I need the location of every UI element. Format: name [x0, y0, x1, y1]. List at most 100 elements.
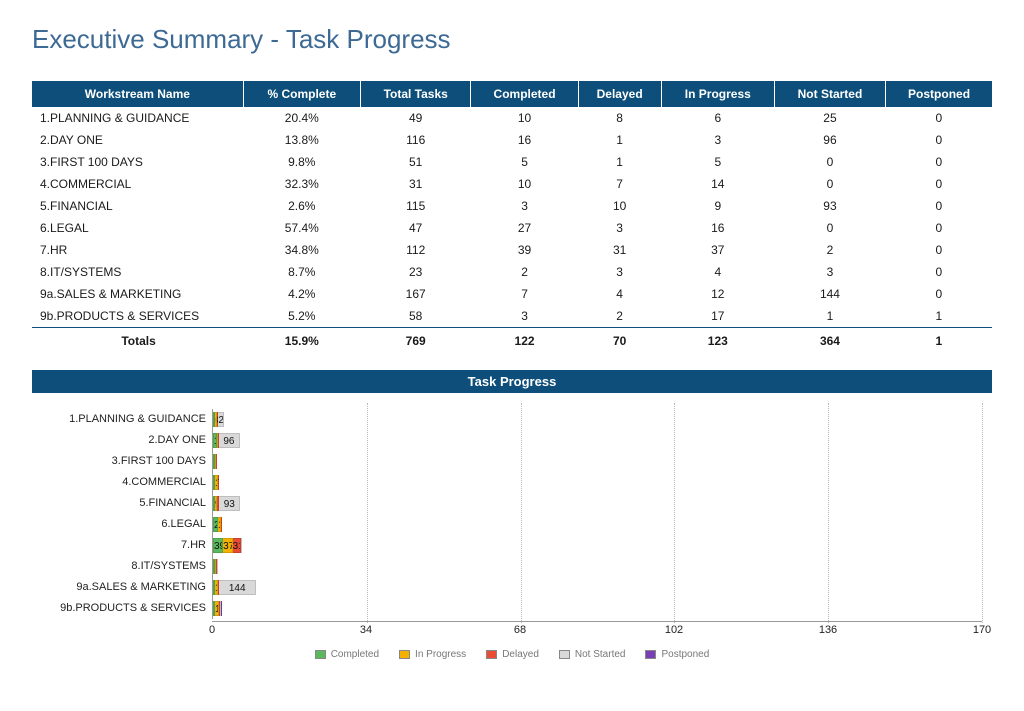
chart-gridline: [674, 403, 675, 623]
col-header: Delayed: [578, 81, 661, 107]
table-cell: 0: [886, 107, 992, 129]
table-cell: 9b.PRODUCTS & SERVICES: [32, 305, 243, 328]
table-cell: 5: [471, 151, 578, 173]
chart-bar-row: 551: [213, 454, 234, 469]
table-cell: 3: [578, 217, 661, 239]
chart-bar-row: 163196: [213, 433, 251, 448]
page-title: Executive Summary - Task Progress: [32, 24, 992, 55]
table-cell: 93: [774, 195, 885, 217]
table-cell: 3: [471, 305, 578, 328]
chart-y-label: 4.COMMERCIAL: [42, 472, 206, 493]
table-cell: 5.2%: [243, 305, 360, 328]
chart-bar-segment: 2: [241, 538, 242, 553]
table-cell: 1: [578, 151, 661, 173]
legend-item: Delayed: [486, 649, 539, 660]
chart-bar-segment: 3: [217, 559, 218, 574]
col-header: Completed: [471, 81, 578, 107]
table-cell: 116: [360, 129, 471, 151]
chart-bar-row: 7124144: [213, 580, 257, 595]
legend-label: Postponed: [661, 649, 709, 660]
chart-plot: 1068251631965511014739109327163393731224…: [212, 409, 982, 619]
table-row: 1.PLANNING & GUIDANCE20.4%491086250: [32, 107, 992, 129]
legend-label: Delayed: [502, 649, 539, 660]
table-cell: 25: [774, 107, 885, 129]
table-cell: 47: [360, 217, 471, 239]
table-cell: 0: [886, 239, 992, 261]
table-cell: 0: [886, 151, 992, 173]
table-cell: 0: [886, 261, 992, 283]
table-cell: 5: [661, 151, 774, 173]
table-cell: Totals: [32, 328, 243, 353]
chart-gridline: [367, 403, 368, 623]
table-cell: 0: [774, 151, 885, 173]
table-cell: 31: [360, 173, 471, 195]
table-cell: 0: [774, 217, 885, 239]
table-cell: 17: [661, 305, 774, 328]
chart-legend: Completed In Progress Delayed Not Started Po…: [42, 649, 982, 662]
table-cell: 49: [360, 107, 471, 129]
table-cell: 1.PLANNING & GUIDANCE: [32, 107, 243, 129]
table-cell: 9.8%: [243, 151, 360, 173]
table-cell: 7: [578, 173, 661, 195]
legend-item: In Progress: [399, 649, 466, 660]
table-cell: 10: [471, 107, 578, 129]
table-cell: 769: [360, 328, 471, 353]
table-cell: 3: [578, 261, 661, 283]
chart-bar-row: 2433: [213, 559, 240, 574]
chart-bar-segment: 1: [216, 454, 217, 469]
table-row: 3.FIRST 100 DAYS9.8%5151500: [32, 151, 992, 173]
chart-y-label: 1.PLANNING & GUIDANCE: [42, 409, 206, 430]
legend-label: Not Started: [575, 649, 626, 660]
table-cell: 0: [886, 129, 992, 151]
table-row: 7.HR34.8%11239313720: [32, 239, 992, 261]
table-cell: 34.8%: [243, 239, 360, 261]
table-cell: 167: [360, 283, 471, 305]
table-cell: 7: [471, 283, 578, 305]
chart-bar-row: 106825: [213, 412, 251, 427]
chart-x-tick: 0: [209, 624, 215, 636]
table-cell: 10: [471, 173, 578, 195]
legend-swatch: [645, 650, 656, 659]
table-cell: 10: [578, 195, 661, 217]
table-cell: 0: [886, 195, 992, 217]
col-header: % Complete: [243, 81, 360, 107]
table-cell: 3.FIRST 100 DAYS: [32, 151, 243, 173]
legend-label: Completed: [331, 649, 379, 660]
table-cell: 4.2%: [243, 283, 360, 305]
table-cell: 6: [661, 107, 774, 129]
progress-table: Workstream Name% CompleteTotal TasksComp…: [32, 81, 992, 352]
chart-y-label: 2.DAY ONE: [42, 430, 206, 451]
table-cell: 6.LEGAL: [32, 217, 243, 239]
chart-bar-row: 391093: [213, 496, 251, 511]
table-row: 4.COMMERCIAL32.3%311071400: [32, 173, 992, 195]
chart-x-axis: 03468102136170: [212, 621, 982, 639]
chart-y-label: 8.IT/SYSTEMS: [42, 556, 206, 577]
legend-label: In Progress: [415, 649, 466, 660]
chart-bar-segment: 37: [223, 538, 233, 553]
table-cell: 31: [578, 239, 661, 261]
chart-bar-row: 27163: [213, 517, 245, 532]
table-cell: 144: [774, 283, 885, 305]
table-cell: 57.4%: [243, 217, 360, 239]
table-cell: 3: [774, 261, 885, 283]
table-cell: 4: [661, 261, 774, 283]
table-cell: 0: [886, 283, 992, 305]
table-row: 9a.SALES & MARKETING4.2%16774121440: [32, 283, 992, 305]
table-cell: 15.9%: [243, 328, 360, 353]
table-cell: 37: [661, 239, 774, 261]
legend-swatch: [315, 650, 326, 659]
chart-bar-segment: 96: [219, 433, 241, 448]
table-cell: 4.COMMERCIAL: [32, 173, 243, 195]
table-cell: 51: [360, 151, 471, 173]
table-cell: 2: [578, 305, 661, 328]
table-cell: 8.7%: [243, 261, 360, 283]
table-row: 6.LEGAL57.4%472731600: [32, 217, 992, 239]
chart-y-label: 3.FIRST 100 DAYS: [42, 451, 206, 472]
col-header: Workstream Name: [32, 81, 243, 107]
chart-bar-segment: 1: [221, 601, 222, 616]
chart-gridline: [982, 403, 983, 623]
table-cell: 0: [774, 173, 885, 195]
chart-y-label: 7.HR: [42, 535, 206, 556]
chart-bar-segment: 93: [219, 496, 240, 511]
legend-swatch: [559, 650, 570, 659]
